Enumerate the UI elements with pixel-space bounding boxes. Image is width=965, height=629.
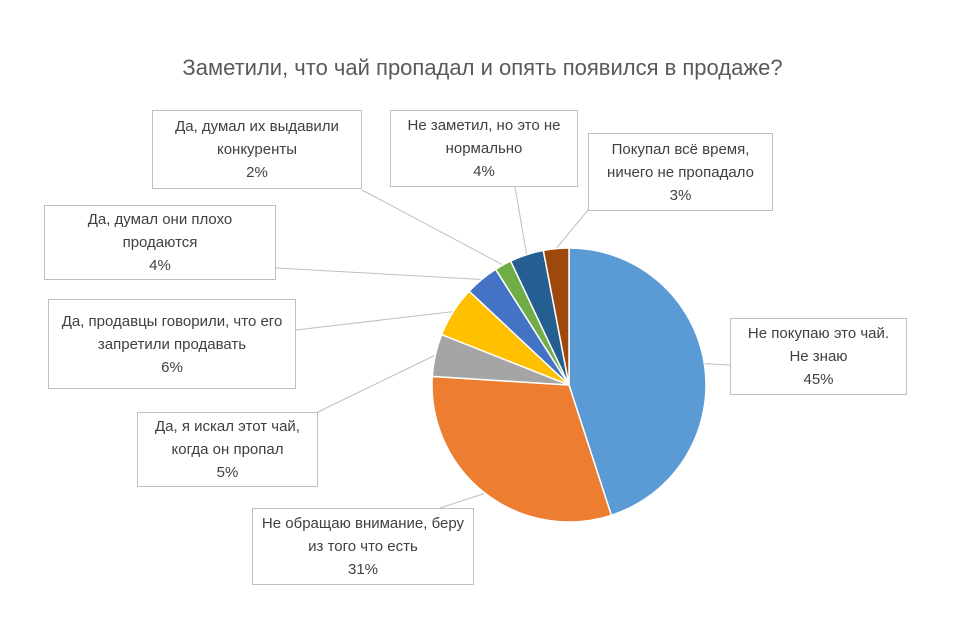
value-label: 4% xyxy=(473,163,495,180)
leader-lines xyxy=(275,186,731,509)
leader-line xyxy=(275,267,482,280)
category-label: Да, я искал этот чай, когда он пропал xyxy=(155,418,300,458)
pie-slice xyxy=(431,375,613,523)
leader-line xyxy=(704,363,731,366)
leader-line xyxy=(439,492,486,509)
category-label: Не заметил, но это не нормально xyxy=(407,117,561,157)
data-label: Не заметил, но это не нормально 4% xyxy=(390,110,578,187)
category-label: Не обращаю внимание, беру из того что ес… xyxy=(261,515,465,555)
value-label: 5% xyxy=(216,464,239,481)
value-label: 2% xyxy=(246,164,268,181)
value-label: 6% xyxy=(161,358,183,376)
leader-line xyxy=(555,209,589,249)
value-label: 45% xyxy=(803,371,834,388)
data-label: Не обращаю внимание, беру из того что ес… xyxy=(252,508,474,585)
leader-line xyxy=(295,311,454,331)
data-label: Покупал всё время, ничего не пропадало 3% xyxy=(588,133,773,211)
pie-slice xyxy=(542,247,570,386)
category-label: Не покупаю это чай. Не знаю xyxy=(747,325,890,365)
leader-line xyxy=(514,186,528,255)
pie-slice xyxy=(568,247,707,517)
data-label: Да, я искал этот чай, когда он пропал 5% xyxy=(137,412,318,487)
category-label: Покупал всё время, ничего не пропадало xyxy=(607,140,754,181)
leader-line xyxy=(317,354,436,413)
category-label: Да, думал их выдавили конкуренты xyxy=(175,118,339,158)
data-label: Да, продавцы говорили, что его запретили… xyxy=(48,299,296,389)
leader-line xyxy=(361,189,504,266)
value-label: 31% xyxy=(347,561,379,578)
data-label: Да, думал их выдавили конкуренты 2% xyxy=(152,110,362,189)
value-label: 4% xyxy=(149,257,171,274)
value-label: 3% xyxy=(669,186,692,204)
chart-title: Заметили, что чай пропадал и опять появи… xyxy=(182,55,783,80)
data-label: Не покупаю это чай. Не знаю 45% xyxy=(730,318,907,395)
category-label: Да, думал они плохо продаются xyxy=(87,211,233,251)
data-label: Да, думал они плохо продаются 4% xyxy=(44,205,276,280)
category-label: Да, продавцы говорили, что его запретили… xyxy=(61,312,283,353)
